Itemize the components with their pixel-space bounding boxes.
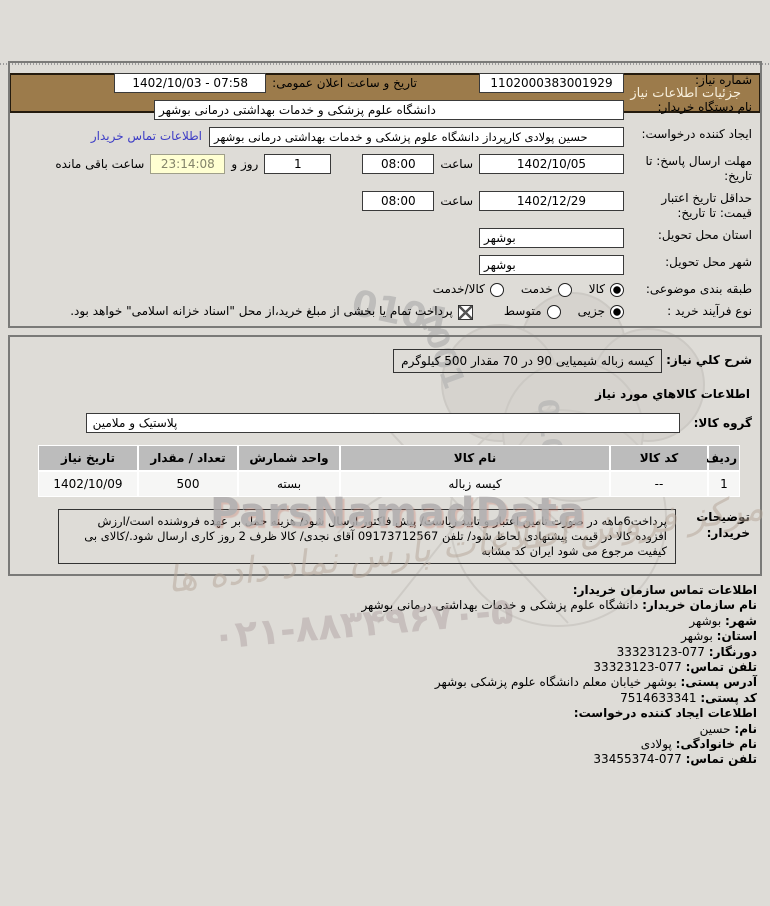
price-validity-label: حداقل تاریخ اعتبار قیمت: تا تاریخ: <box>661 191 752 220</box>
request-creator-row: ایجاد کننده درخواست: حسین پولادی کارپردا… <box>18 127 752 147</box>
deadline-time-field[interactable]: 08:00 <box>362 154 435 174</box>
subject-classification-row: طبقه بندی موضوعی: کالا خدمت کالا/خدمت <box>18 282 752 297</box>
delivery-province-label: استان محل تحویل: <box>657 228 752 242</box>
last-name-line: نام خانوادگی: پولادی <box>640 737 757 752</box>
response-deadline-label: مهلت ارسال پاسخ: تا تاریخ: <box>645 154 752 183</box>
validity-time-field[interactable]: 08:00 <box>362 191 435 211</box>
announce-datetime-field[interactable]: 1402/10/03 - 07:58 <box>114 73 267 93</box>
goods-group-field[interactable]: پلاستیک و ملامین <box>85 413 680 433</box>
col-header-goods-code: کد کالا <box>611 446 707 470</box>
request-creator-field[interactable]: حسین پولادی کارپرداز دانشگاه علوم پزشکی … <box>209 127 624 147</box>
org-contact-heading: اطلاعات تماس سازمان خریدار: <box>572 583 757 597</box>
page: 0101 1001 010 جزئیات اطلاعات نیاز شماره … <box>0 61 770 906</box>
table-quantity: 500 <box>139 472 237 496</box>
class-option-service[interactable]: خدمت <box>521 282 572 297</box>
org-phone-line: تلفن تماس: 33323123-077 <box>593 660 757 675</box>
delivery-province-row: استان محل تحویل: بوشهر <box>18 228 752 248</box>
col-header-need-date: تاریخ نیاز <box>39 446 137 470</box>
purchase-process-row: نوع فرآیند خرید : جزیی متوسط پرداخت تمام… <box>18 304 752 320</box>
buyer-org-label: نام دستگاه خریدار: <box>657 100 753 114</box>
radio-goods-service-icon[interactable] <box>489 283 504 297</box>
class-option-goods-service[interactable]: کالا/خدمت <box>433 282 504 297</box>
fax-line: دورنگار: 33323123-077 <box>616 644 757 659</box>
table-need-date: 1402/10/09 <box>39 472 137 496</box>
response-deadline-row: مهلت ارسال پاسخ: تا تاریخ: 1402/10/05 سا… <box>18 154 752 184</box>
delivery-city-field[interactable]: بوشهر <box>479 255 624 275</box>
class-option-goods-service-label: کالا/خدمت <box>432 282 485 296</box>
class-option-goods[interactable]: کالا <box>589 282 624 297</box>
radio-partial-icon[interactable] <box>610 305 624 319</box>
radio-goods-icon[interactable] <box>610 283 624 297</box>
col-header-goods-name: نام کالا <box>341 446 609 470</box>
countdown-timer: 23:14:08 <box>150 154 226 174</box>
buyer-notes-label: توضیحات خریدار: <box>696 510 750 540</box>
buyer-notes-field: پرداخت6ماهه در صورت تامین اعتبار و تایید… <box>58 509 676 564</box>
goods-group-label: گروه کالا: <box>693 416 752 430</box>
price-validity-row: حداقل تاریخ اعتبار قیمت: تا تاریخ: 1402/… <box>18 191 752 221</box>
need-number-field[interactable]: 1102000383001929 <box>479 73 624 93</box>
delivery-city-row: شهر محل تحویل: بوشهر <box>18 255 752 275</box>
buyer-org-row: نام دستگاه خریدار: دانشگاه علوم پزشکی و … <box>18 100 752 120</box>
days-and-label: روز و <box>231 157 259 171</box>
class-option-service-label: خدمت <box>520 282 553 296</box>
city-line: شهر: بوشهر <box>689 613 757 628</box>
general-description-label: شرح کلي نیاز: <box>666 353 752 367</box>
class-option-goods-label: کالا <box>588 282 605 296</box>
buyer-org-field[interactable]: دانشگاه علوم پزشکی و خدمات بهداشتی درمان… <box>154 100 624 120</box>
postal-code-line: کد پستی: 7514633341 <box>620 690 757 705</box>
col-header-unit: واحد شمارش <box>239 446 339 470</box>
need-info-panel: شماره نیاز: 1102000383001929 تاریخ و ساع… <box>8 61 762 328</box>
treasury-note-label: پرداخت تمام یا بخشی از مبلغ خرید،از محل … <box>70 304 453 318</box>
request-creator-label: ایجاد کننده درخواست: <box>641 127 752 141</box>
days-remaining-field[interactable]: 1 <box>264 154 332 174</box>
buyer-contact-link[interactable]: اطلاعات تماس خریدار <box>90 129 202 143</box>
validity-date-field[interactable]: 1402/12/29 <box>479 191 624 211</box>
province-line: استان: بوشهر <box>681 629 757 644</box>
need-number-row: شماره نیاز: 1102000383001929 تاریخ و ساع… <box>18 73 752 93</box>
table-row-number: 1 <box>709 472 739 496</box>
postal-address-line: آدرس پستی: بوشهر خیابان معلم دانشگاه علو… <box>434 675 757 690</box>
page-title: جزئیات اطلاعات نیاز <box>630 85 741 101</box>
creator-info-heading: اطلاعات ایجاد کننده درخواست: <box>573 706 757 721</box>
delivery-city-label: شهر محل تحویل: <box>665 255 752 269</box>
org-name-line: نام سازمان خریدار: دانشگاه علوم پزشکی و … <box>361 598 757 613</box>
need-description-panel: شرح کلي نیاز: کیسه زباله شیمیایی 90 در 7… <box>8 335 762 576</box>
treasury-checkbox-checked-icon[interactable] <box>457 305 473 320</box>
process-option-medium-label: متوسط <box>503 304 542 318</box>
buyer-notes-row: توضیحات خریدار: پرداخت6ماهه در صورت تامی… <box>18 509 752 564</box>
buyer-contact-block: اطلاعات تماس سازمان خریدار: نام سازمان خ… <box>0 583 770 768</box>
hours-remaining-label: ساعت باقی مانده <box>55 157 145 171</box>
announce-datetime-label: تاریخ و ساعت اعلان عمومی: <box>272 76 417 90</box>
col-header-row-number: ردیف <box>705 446 739 470</box>
table-goods-code: -- <box>611 472 707 496</box>
purchase-process-label: نوع فرآیند خرید : <box>667 304 752 318</box>
delivery-province-field[interactable]: بوشهر <box>479 228 624 248</box>
required-goods-heading: اطلاعات کالاهاي مورد نیاز <box>595 387 750 401</box>
subject-classification-label: طبقه بندی موضوعی: <box>645 282 752 296</box>
top-dotted-divider <box>0 63 770 65</box>
first-name-line: نام: حسین <box>699 721 757 736</box>
radio-medium-icon[interactable] <box>546 305 561 319</box>
radio-service-icon[interactable] <box>557 283 572 297</box>
need-number-label: شماره نیاز: <box>695 73 752 87</box>
process-option-medium[interactable]: متوسط <box>504 304 561 319</box>
deadline-date-field[interactable]: 1402/10/05 <box>479 154 624 174</box>
col-header-quantity: تعداد / مقدار <box>139 446 237 470</box>
deadline-hour-label: ساعت <box>440 157 473 171</box>
process-option-partial[interactable]: جزیی <box>578 304 624 319</box>
table-unit: بسته <box>239 472 339 496</box>
general-description-row: شرح کلي نیاز: کیسه زباله شیمیایی 90 در 7… <box>18 349 752 373</box>
table-goods-name: کیسه زباله <box>341 472 609 496</box>
treasury-option[interactable]: پرداخت تمام یا بخشی از مبلغ خرید،از محل … <box>70 304 473 320</box>
creator-phone-line: تلفن تماس: 33455374-077 <box>593 752 757 767</box>
process-option-partial-label: جزیی <box>577 304 605 318</box>
goods-group-row: گروه کالا: پلاستیک و ملامین <box>18 413 752 433</box>
goods-table: ردیف کد کالا نام کالا واحد شمارش تعداد /… <box>38 445 740 497</box>
general-description-field[interactable]: کیسه زباله شیمیایی 90 در 70 مقدار 500 کی… <box>393 349 663 373</box>
validity-hour-label: ساعت <box>440 194 473 208</box>
